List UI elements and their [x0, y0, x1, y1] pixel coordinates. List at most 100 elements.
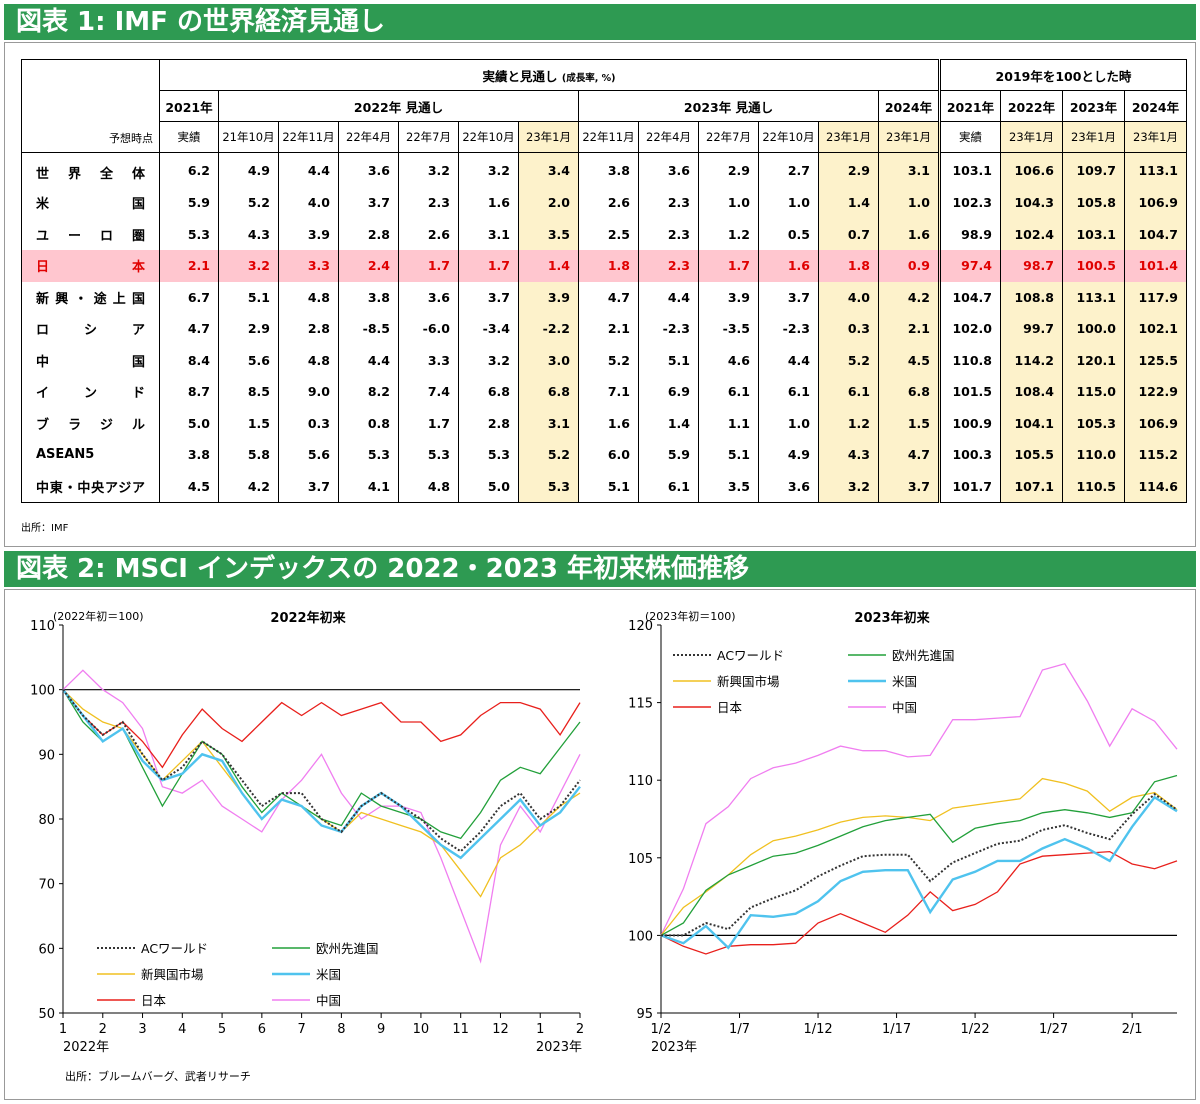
table-cell: 101.7 [938, 470, 1001, 503]
table-cell: 4.8 [278, 344, 339, 376]
row-label: 米国 [21, 187, 160, 219]
table-cell: 117.9 [1124, 281, 1187, 313]
table-cell: 6.9 [638, 376, 699, 408]
table-cell: 1.0 [698, 187, 759, 219]
table-cell: 3.1 [878, 152, 940, 187]
series-line [660, 795, 1178, 950]
legend-label: 新興国市場 [141, 967, 204, 982]
series-line [660, 774, 1178, 936]
y-tick-label: 70 [38, 878, 55, 893]
legend-label: 中国 [316, 993, 341, 1008]
legend-label: 日本 [141, 993, 167, 1008]
table-cell: 2.1 [578, 313, 639, 345]
table-cell: 102.1 [1124, 313, 1187, 345]
table-cell: 113.1 [1062, 281, 1125, 313]
table-cell: 4.7 [578, 281, 639, 313]
table-cell: 4.5 [159, 470, 219, 503]
table-cell: 2.3 [638, 250, 699, 282]
table-cell: 5.9 [159, 187, 219, 219]
table-cell: 1.8 [578, 250, 639, 282]
table-cell: 5.0 [159, 407, 219, 439]
table-cell: 5.3 [458, 439, 519, 471]
table-cell: 2.7 [758, 152, 819, 187]
x-tick-label: 1 [536, 1022, 544, 1037]
x-tick-label: 1 [59, 1022, 67, 1037]
table-cell: 98.7 [1000, 250, 1063, 282]
chart-source: 出所：ブルームバーグ、武者リサーチ [65, 1069, 251, 1083]
series-line [62, 689, 581, 769]
table-cell: 5.1 [638, 344, 699, 376]
table-cell: 3.1 [518, 407, 579, 439]
table-cell: 3.5 [518, 218, 579, 250]
table-row: 日本 2.1 3.2 3.3 2.4 1.7 1.7 1.4 1.8 2.3 1.7 1.6 1.8 0.… [21, 250, 1187, 282]
table-cell: 114.6 [1124, 470, 1187, 503]
legend-label: 欧州先進国 [316, 941, 379, 956]
table-cell: 104.1 [1000, 407, 1063, 439]
table-cell: 101.5 [938, 376, 1001, 408]
table-cell: 7.1 [578, 376, 639, 408]
x-tick-label: 1/12 [803, 1022, 832, 1037]
table-cell: 6.7 [159, 281, 219, 313]
table-cell: 3.9 [518, 281, 579, 313]
table-cell: 4.7 [159, 313, 219, 345]
table-cell: 5.2 [518, 439, 579, 471]
legend-label: 米国 [316, 967, 341, 982]
table-cell: 5.3 [518, 470, 579, 503]
table-cell: 1.0 [878, 187, 940, 219]
table-cell: 106.9 [1124, 187, 1187, 219]
chart-2023-ytd: 95 100 105 110 115 120 1/2 1/7 1/12 1/17 1/22 1/27 2… [628, 609, 1178, 1055]
legend-label: ACワールド [717, 648, 784, 663]
table-cell: 105.3 [1062, 407, 1125, 439]
x-tick-label: 2 [576, 1022, 584, 1037]
table-cell: 6.8 [458, 376, 519, 408]
table-cell: 6.8 [878, 376, 940, 408]
table-cell: 114.2 [1000, 344, 1063, 376]
table-cell: 1.6 [458, 187, 519, 219]
legend-label: 米国 [892, 674, 917, 689]
table-cell: 3.3 [278, 250, 339, 282]
sub-header-cell: 実績 [938, 121, 1001, 153]
x-tick-label: 5 [218, 1022, 226, 1037]
table-cell: 2.6 [398, 218, 459, 250]
row-label: 日本 [21, 250, 160, 282]
table-cell: 98.9 [938, 218, 1001, 250]
x-tick-label: 9 [377, 1022, 385, 1037]
table-cell: 110.8 [938, 344, 1001, 376]
y-tick-label: 115 [628, 697, 653, 712]
table-cell: 102.0 [938, 313, 1001, 345]
table-cell: 4.3 [218, 218, 279, 250]
series-line [62, 688, 581, 860]
table-cell: -2.3 [638, 313, 699, 345]
table-cell: 3.6 [638, 152, 699, 187]
table-cell: 4.7 [878, 439, 940, 471]
x-tick-label: 10 [413, 1022, 430, 1037]
y-tick-label: 105 [628, 852, 653, 867]
group-header-index: 2019年を100とした時 [938, 59, 1187, 91]
table-cell: 2.9 [698, 152, 759, 187]
table-cell: 105.8 [1062, 187, 1125, 219]
y-tick-label: 80 [38, 813, 55, 828]
table-cell: 3.5 [698, 470, 759, 503]
table-cell: 1.7 [398, 407, 459, 439]
table-cell: 4.8 [398, 470, 459, 503]
table-cell: 5.1 [578, 470, 639, 503]
table-cell: 6.2 [159, 152, 219, 187]
table-cell: 4.0 [818, 281, 879, 313]
table-cell: 4.9 [758, 439, 819, 471]
table-cell: 4.4 [278, 152, 339, 187]
table-cell: 2.9 [818, 152, 879, 187]
table-cell: 106.9 [1124, 407, 1187, 439]
series-line [661, 792, 1178, 937]
table-cell: 5.3 [398, 439, 459, 471]
table-cell: 105.5 [1000, 439, 1063, 471]
x-tick-label: 2/1 [1122, 1022, 1143, 1037]
x-tick-label: 1/17 [882, 1022, 911, 1037]
sub-header-cell: 23年1月 [878, 121, 940, 153]
table-cell: 1.4 [818, 187, 879, 219]
table-cell: 104.7 [1124, 218, 1187, 250]
table-cell: 0.9 [878, 250, 940, 282]
table-cell: 6.8 [518, 376, 579, 408]
table-cell: 99.7 [1000, 313, 1063, 345]
series-line [660, 850, 1178, 955]
table-cell: 1.7 [698, 250, 759, 282]
